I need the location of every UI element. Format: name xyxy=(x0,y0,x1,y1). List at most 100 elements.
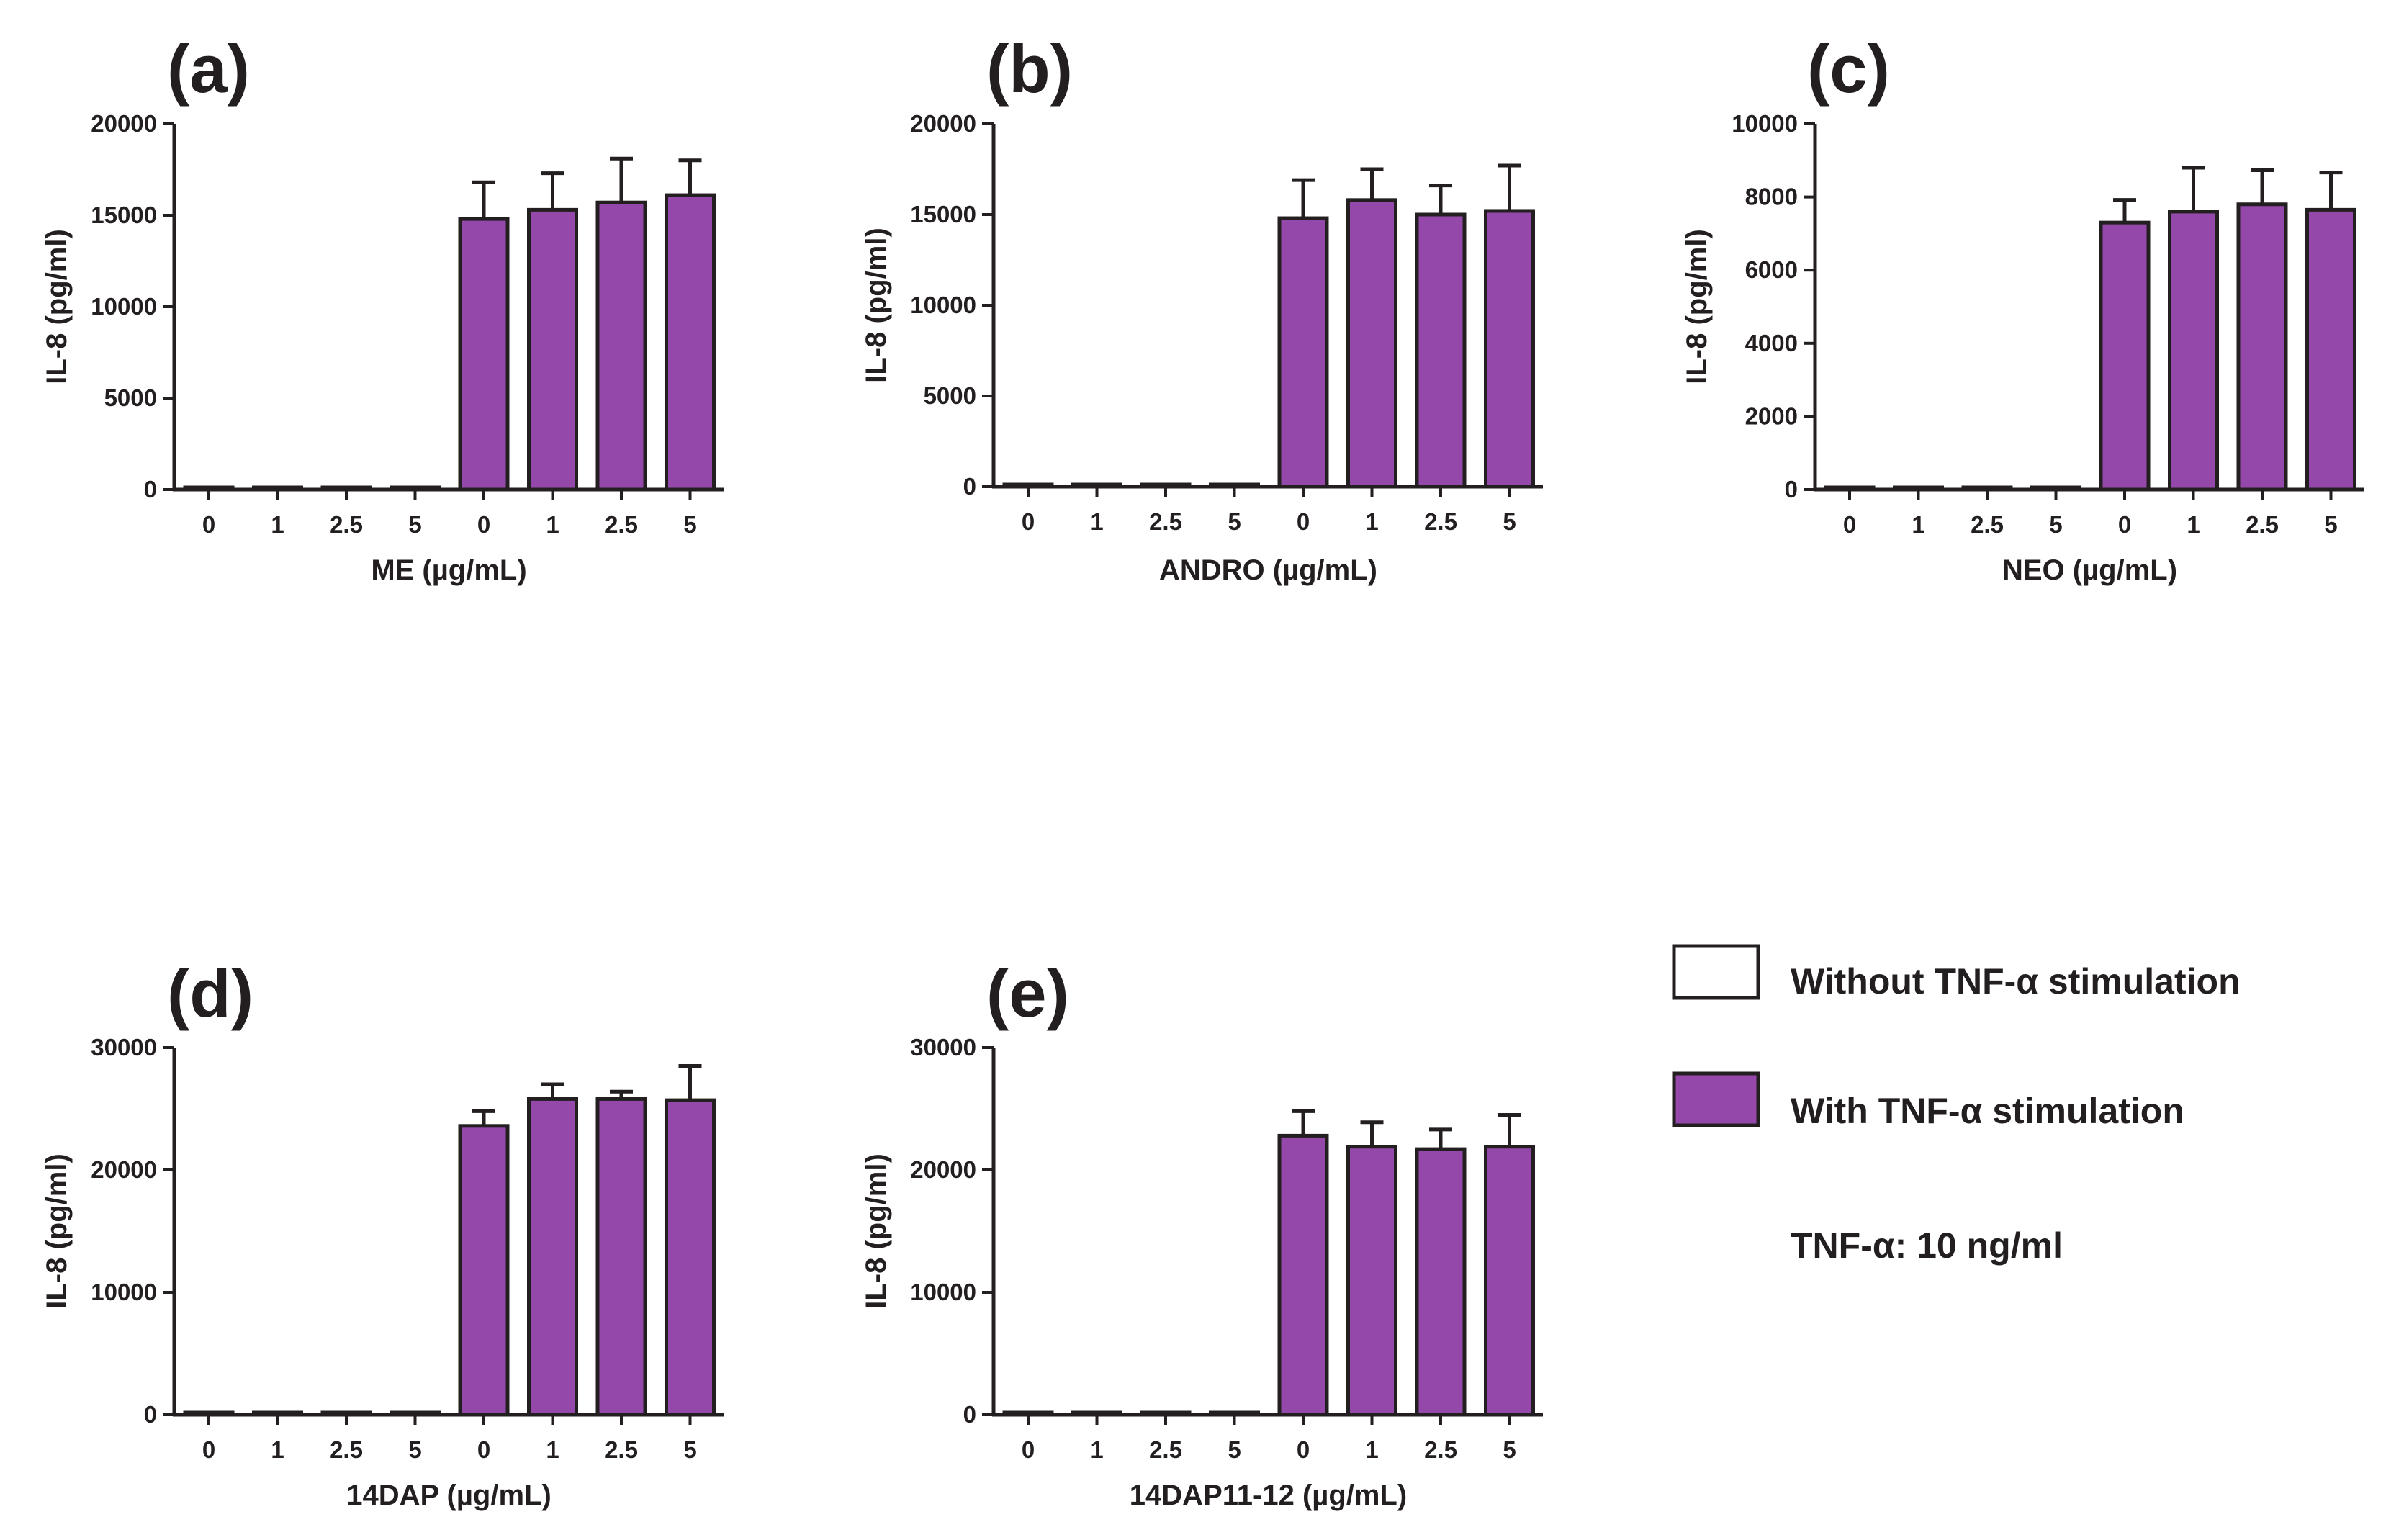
bar xyxy=(458,1124,510,1417)
y-tick-label: 0 xyxy=(1785,476,1798,503)
y-axis-label: IL-8 (pg/ml) xyxy=(1681,229,1713,384)
bar xyxy=(665,1098,716,1417)
y-axis-label: IL-8 (pg/ml) xyxy=(41,1153,73,1309)
bar xyxy=(458,217,510,492)
y-axis-label: IL-8 (pg/ml) xyxy=(860,1153,892,1309)
x-tick-label: 5 xyxy=(683,1436,696,1463)
y-tick-label: 5000 xyxy=(924,382,976,409)
bar xyxy=(2168,210,2219,492)
y-tick-label: 2000 xyxy=(1745,402,1798,429)
y-tick-label: 10000 xyxy=(1732,110,1798,137)
x-axis-label: 14DAP11-12 (µg/mL) xyxy=(1130,1480,1407,1511)
y-tick-label: 30000 xyxy=(91,1034,157,1061)
x-tick-label: 1 xyxy=(2187,511,2200,538)
legend-swatch-with xyxy=(1672,1071,1760,1127)
y-tick-label: 10000 xyxy=(91,1279,157,1305)
bar xyxy=(2236,202,2288,492)
x-tick-label: 0 xyxy=(202,511,215,538)
x-tick-label: 5 xyxy=(408,511,421,538)
y-tick-label: 20000 xyxy=(91,1156,157,1183)
y-tick-label: 10000 xyxy=(910,292,976,318)
x-tick-label: 0 xyxy=(477,1436,490,1463)
x-axis-label: 14DAP (µg/mL) xyxy=(346,1480,552,1511)
y-tick-label: 0 xyxy=(963,1401,976,1428)
y-tick-label: 10000 xyxy=(91,293,157,320)
x-tick-label: 0 xyxy=(477,511,490,538)
charts-container: (a)IL-8 (pg/ml)0 1 2.5 5 0 1 2.5 50500010000150… xyxy=(41,31,2364,1511)
x-tick-label: 0 xyxy=(1022,1436,1035,1463)
bar xyxy=(527,207,578,492)
x-tick-label: 2.5 xyxy=(2246,511,2279,538)
legend-label-without: Without TNF-α stimulation xyxy=(1791,961,2241,1001)
bar xyxy=(1346,198,1397,489)
bar xyxy=(595,200,647,492)
panel-label: (c) xyxy=(1807,31,1890,107)
x-tick-label: 2.5 xyxy=(1424,1436,1457,1463)
y-tick-label: 5000 xyxy=(104,384,157,411)
x-tick-label: 2.5 xyxy=(605,1436,638,1463)
x-tick-label: 5 xyxy=(2049,511,2062,538)
x-tick-label: 2.5 xyxy=(330,511,363,538)
y-tick-label: 8000 xyxy=(1745,184,1798,210)
x-tick-label: 1 xyxy=(1365,508,1378,535)
x-axis-label: NEO (µg/mL) xyxy=(2002,554,2177,586)
x-tick-label: 0 xyxy=(1297,1436,1310,1463)
x-tick-label: 5 xyxy=(2324,511,2337,538)
y-axis-label: IL-8 (pg/ml) xyxy=(860,228,892,383)
chart-panel: (a) IL-8 (pg/ml) 0 1 2.5 5 0 1 2.5 5 0 5000 10000 150… xyxy=(41,31,724,586)
x-tick-label: 2.5 xyxy=(605,511,638,538)
x-tick-label: 0 xyxy=(202,1436,215,1463)
y-tick-label: 10000 xyxy=(910,1279,976,1305)
bar xyxy=(2099,220,2151,492)
panel-label: (a) xyxy=(167,31,250,107)
bar xyxy=(1346,1145,1397,1417)
x-axis-label: ME (µg/mL) xyxy=(371,554,526,586)
x-tick-label: 5 xyxy=(1228,508,1241,535)
x-tick-label: 0 xyxy=(1022,508,1035,535)
x-tick-label: 5 xyxy=(1503,508,1516,535)
x-tick-label: 1 xyxy=(271,511,284,538)
x-tick-label: 2.5 xyxy=(1971,511,2004,538)
bar xyxy=(1277,1133,1329,1417)
bar xyxy=(1415,1147,1467,1417)
bar xyxy=(2305,207,2356,492)
x-tick-label: 1 xyxy=(546,511,559,538)
legend: Without TNF-α stimulation With TNF-α sti… xyxy=(1672,944,2241,1266)
x-tick-label: 5 xyxy=(683,511,696,538)
chart-panel: (d) IL-8 (pg/ml) 0 1 2.5 5 0 1 2.5 5 0 10000 20000 30… xyxy=(41,955,724,1511)
panel-label: (b) xyxy=(986,31,1073,107)
x-tick-label: 1 xyxy=(271,1436,284,1463)
bar xyxy=(1415,212,1467,489)
y-tick-label: 0 xyxy=(144,1401,157,1428)
y-tick-label: 4000 xyxy=(1745,330,1798,356)
y-tick-label: 6000 xyxy=(1745,256,1798,283)
chart-panel: (e) IL-8 (pg/ml) 0 1 2.5 5 0 1 2.5 5 0 10000 20000 30… xyxy=(860,955,1543,1511)
x-tick-label: 0 xyxy=(1297,508,1310,535)
x-tick-label: 1 xyxy=(1912,511,1924,538)
y-axis-label: IL-8 (pg/ml) xyxy=(41,229,73,384)
legend-note: TNF-α: 10 ng/ml xyxy=(1791,1225,2063,1266)
x-tick-label: 1 xyxy=(1090,1436,1103,1463)
x-tick-label: 2.5 xyxy=(1149,1436,1182,1463)
x-tick-label: 1 xyxy=(546,1436,559,1463)
legend-label-with: With TNF-α stimulation xyxy=(1791,1091,2184,1131)
y-tick-label: 20000 xyxy=(910,110,976,137)
legend-swatch-without xyxy=(1672,944,1760,1000)
y-tick-label: 30000 xyxy=(910,1034,976,1061)
y-tick-label: 15000 xyxy=(91,202,157,228)
x-tick-label: 2.5 xyxy=(1424,508,1457,535)
bar xyxy=(1484,1145,1535,1417)
x-tick-label: 2.5 xyxy=(1149,508,1182,535)
bar xyxy=(595,1097,647,1417)
y-tick-label: 0 xyxy=(963,473,976,500)
chart-panel: (c) IL-8 (pg/ml) 0 1 2.5 5 0 1 2.5 5 0 2000 4000 6000… xyxy=(1681,31,2364,586)
panel-label: (e) xyxy=(986,955,1069,1031)
y-tick-label: 20000 xyxy=(910,1156,976,1183)
y-tick-label: 20000 xyxy=(91,110,157,137)
chart-panel: (b) IL-8 (pg/ml) 0 1 2.5 5 0 1 2.5 5 0 5000 10000 150… xyxy=(860,31,1543,586)
bar xyxy=(527,1097,578,1417)
y-tick-label: 0 xyxy=(144,476,157,503)
x-tick-label: 1 xyxy=(1365,1436,1378,1463)
x-tick-label: 1 xyxy=(1090,508,1103,535)
